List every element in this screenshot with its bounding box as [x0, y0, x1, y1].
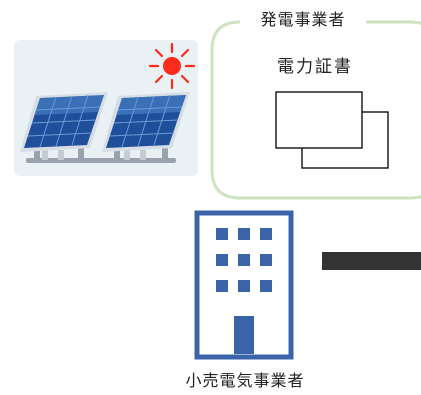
sun-icon — [148, 42, 196, 90]
certificate-documents-icon — [272, 88, 396, 170]
connector-bar — [322, 252, 421, 270]
solar-panels-icon — [20, 42, 196, 163]
retailer-label: 小売電気事業者 — [185, 371, 305, 390]
producer-title: 発電事業者 — [240, 9, 366, 31]
solar-card — [14, 40, 198, 176]
certificate-label: 電力証書 — [277, 57, 353, 77]
producer-frame — [210, 20, 421, 200]
office-building-icon — [194, 210, 294, 360]
